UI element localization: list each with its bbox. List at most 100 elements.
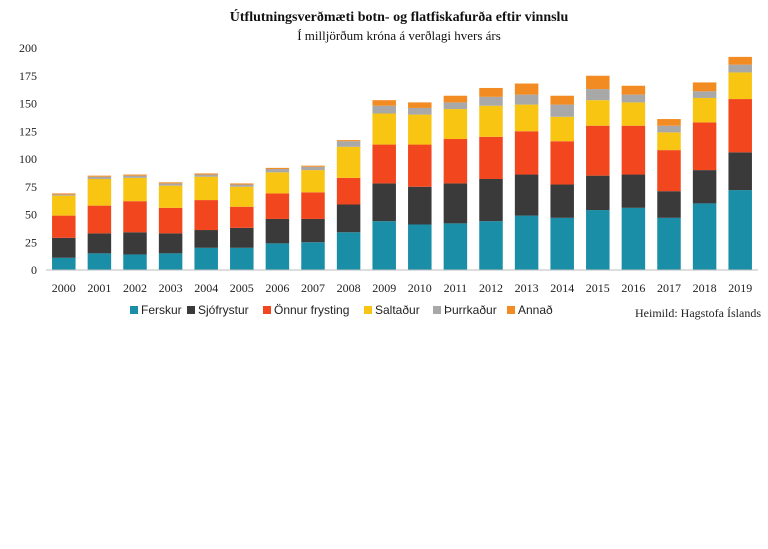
x-tick-label: 2016 xyxy=(621,281,645,295)
y-tick-label: 0 xyxy=(31,263,37,277)
x-tick-label: 2000 xyxy=(52,281,76,295)
bar-segment xyxy=(692,91,717,98)
bar-segment xyxy=(408,224,432,270)
x-tick-label: 2002 xyxy=(123,281,147,295)
bar-segment xyxy=(550,116,574,142)
bar-segment xyxy=(372,144,396,184)
bar-segment xyxy=(443,109,468,140)
bar-segment xyxy=(728,190,752,270)
bar-stack-2009 xyxy=(372,100,396,270)
bar-segment xyxy=(52,257,76,270)
bar-segment xyxy=(514,94,539,105)
bar-stack-2000 xyxy=(52,193,76,270)
bar-segment xyxy=(158,253,183,270)
bar-segment xyxy=(657,132,681,151)
bar-segment xyxy=(87,205,112,234)
bar-stack-2014 xyxy=(550,95,574,270)
bar-segment xyxy=(479,221,503,270)
bar-segment xyxy=(194,173,218,175)
x-tick-label: 2008 xyxy=(337,281,361,295)
bar-segment xyxy=(372,221,396,270)
legend-label: Annað xyxy=(518,303,553,317)
x-tick-label: 2015 xyxy=(586,281,610,295)
y-axis: 0 25 50 75 100 125 150 175 200 xyxy=(19,41,37,277)
x-tick-label: 2010 xyxy=(408,281,432,295)
x-axis: 2000 2001 2002 2003 2004 2005 2006 2007 2008 2009… xyxy=(52,281,752,295)
bar-stack-2012 xyxy=(479,87,503,270)
bar-segment xyxy=(408,114,432,145)
bar-segment xyxy=(301,166,325,171)
bar-segment xyxy=(443,139,468,184)
bar-segment xyxy=(230,206,254,228)
bar-segment xyxy=(336,140,361,142)
bar-segment xyxy=(657,217,681,270)
bar-segment xyxy=(586,100,610,126)
bar-segment xyxy=(621,94,646,103)
bar-segment xyxy=(728,72,752,100)
bar-stack-2006 xyxy=(265,167,290,270)
legend-swatch xyxy=(130,306,138,314)
legend: Ferskur Sjófrystur Önnur frysting Saltaður Þ… xyxy=(130,303,553,317)
bar-segment xyxy=(621,85,646,95)
bar-stack-2003 xyxy=(158,182,183,270)
bar-segment xyxy=(514,174,539,216)
bar-segment xyxy=(728,64,752,73)
x-tick-label: 2018 xyxy=(693,281,717,295)
bar-segment xyxy=(87,178,112,206)
x-tick-label: 2006 xyxy=(265,281,289,295)
bar-segment xyxy=(550,217,574,270)
bar-segment xyxy=(550,104,574,117)
chart-subtitle: Í milljörðum króna á verðlagi hvers árs xyxy=(297,28,501,43)
bar-segment xyxy=(550,95,574,105)
bar-segment xyxy=(336,177,361,205)
source-note: Heimild: Hagstofa Íslands xyxy=(635,306,761,320)
bar-segment xyxy=(123,174,147,176)
bar-segment xyxy=(657,150,681,192)
bar-segment xyxy=(301,192,325,219)
bar-segment xyxy=(336,232,361,270)
bar-segment xyxy=(657,191,681,218)
bar-segment xyxy=(52,193,76,195)
bar-stack-2015 xyxy=(586,75,610,270)
bar-segment xyxy=(692,97,717,123)
x-tick-label: 2005 xyxy=(230,281,254,295)
bar-stack-2019 xyxy=(728,56,752,270)
bar-segment xyxy=(265,168,290,173)
bar-stack-2001 xyxy=(87,175,112,270)
bar-segment xyxy=(230,184,254,187)
legend-item: Annað xyxy=(507,303,553,317)
x-tick-label: 2003 xyxy=(159,281,183,295)
legend-label: Önnur frysting xyxy=(274,303,349,317)
legend-item: Ferskur xyxy=(130,303,182,317)
bar-segment xyxy=(123,232,147,255)
bar-segment xyxy=(372,100,396,106)
bar-segment xyxy=(372,105,396,114)
bar-segment xyxy=(301,170,325,193)
bar-segment xyxy=(336,141,361,147)
bar-segment xyxy=(52,237,76,258)
bar-segment xyxy=(372,113,396,145)
bar-stack-2010 xyxy=(408,102,432,270)
bar-stack-2008 xyxy=(336,140,361,270)
legend-label: Ferskur xyxy=(141,303,182,317)
bar-segment xyxy=(550,141,574,185)
bar-segment xyxy=(230,183,254,185)
legend-label: Þurrkaður xyxy=(444,303,497,317)
legend-swatch xyxy=(433,306,441,314)
bar-segment xyxy=(265,193,290,219)
bar-segment xyxy=(443,95,468,103)
x-tick-label: 2012 xyxy=(479,281,503,295)
legend-swatch xyxy=(507,306,515,314)
bar-segment xyxy=(621,102,646,126)
bar-segment xyxy=(692,122,717,171)
x-tick-label: 2017 xyxy=(657,281,681,295)
bar-segment xyxy=(230,247,254,270)
bar-segment xyxy=(408,107,432,115)
bar-segment xyxy=(158,185,183,208)
bar-segment xyxy=(479,105,503,137)
bar-segment xyxy=(728,56,752,65)
legend-item: Sjófrystur xyxy=(187,303,249,317)
bar-segment xyxy=(87,233,112,254)
bar-segment xyxy=(408,102,432,108)
x-tick-label: 2001 xyxy=(87,281,111,295)
